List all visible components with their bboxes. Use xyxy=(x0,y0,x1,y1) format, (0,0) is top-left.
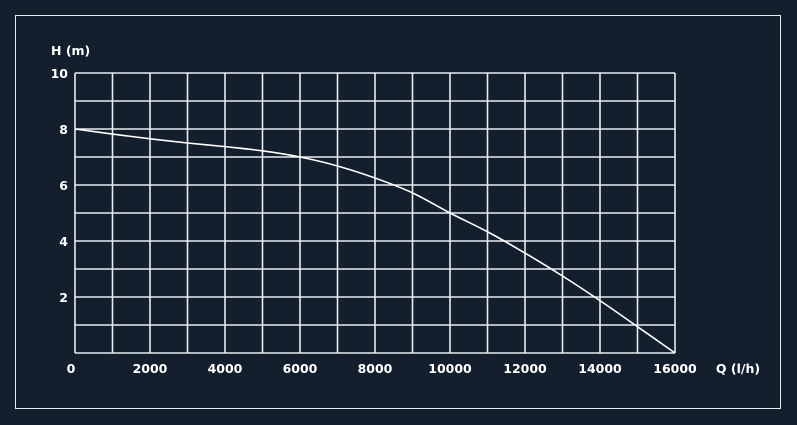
y-tick-label: 4 xyxy=(59,234,68,249)
y-tick-label: 6 xyxy=(59,178,68,193)
x-tick-label: 6000 xyxy=(283,361,318,376)
x-tick-label: 2000 xyxy=(133,361,168,376)
performance-curve xyxy=(74,128,676,354)
x-tick-label: 12000 xyxy=(503,361,547,376)
y-tick-label: 8 xyxy=(59,122,68,137)
x-tick-label: 16000 xyxy=(653,361,697,376)
x-tick-label: 4000 xyxy=(208,361,243,376)
chart-frame xyxy=(15,15,781,409)
x-tick-label: 0 xyxy=(67,361,76,376)
x-tick-label: 8000 xyxy=(358,361,393,376)
y-tick-label: 10 xyxy=(51,66,69,81)
x-axis-label: Q (l/h) xyxy=(716,361,760,376)
x-tick-label: 14000 xyxy=(578,361,622,376)
x-tick-label: 10000 xyxy=(428,361,472,376)
y-tick-label: 2 xyxy=(59,290,68,305)
y-axis-label: H (m) xyxy=(51,43,90,58)
